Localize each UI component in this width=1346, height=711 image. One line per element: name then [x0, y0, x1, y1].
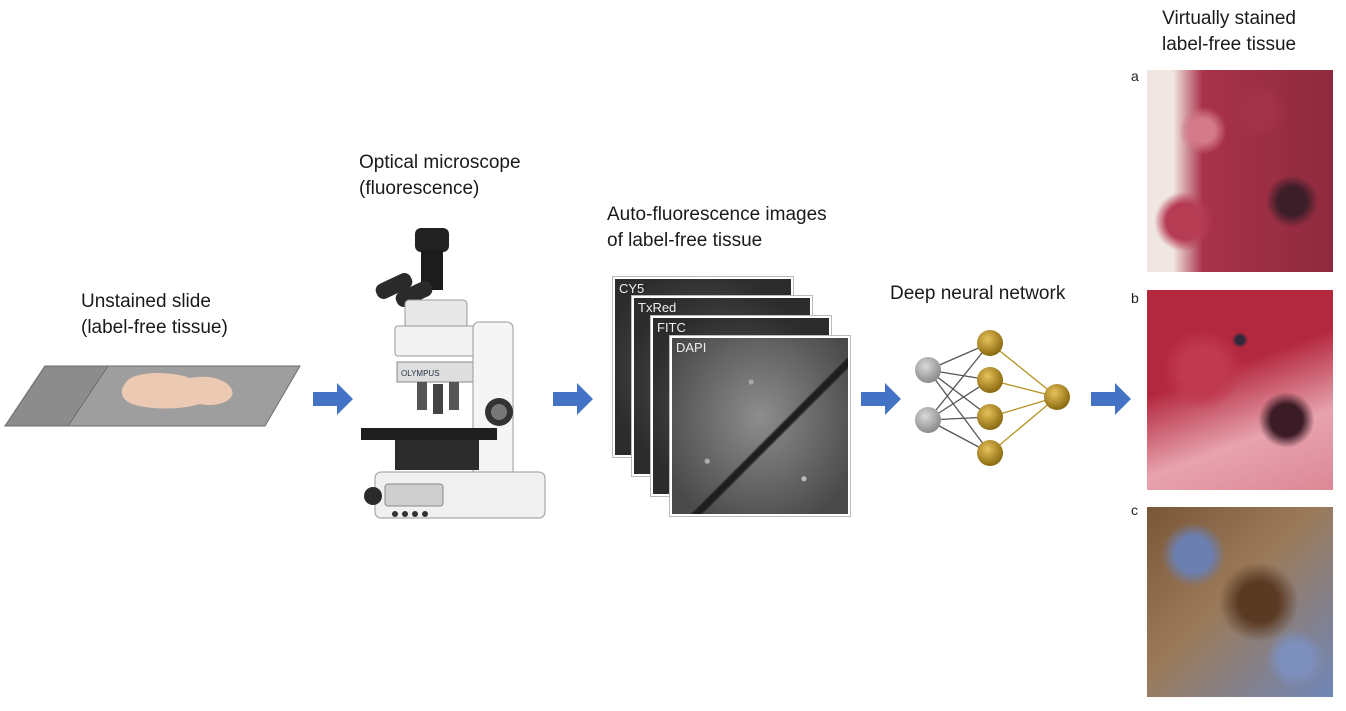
- hidden-node: [977, 367, 1003, 393]
- microscope-subtitle: (fluorescence): [359, 178, 480, 199]
- input-node: [915, 407, 941, 433]
- arrow-icon: [553, 383, 593, 415]
- channel-label: FITC: [657, 320, 686, 335]
- microscope-title: Optical microscope: [359, 152, 521, 173]
- microscope-label: Optical microscope (fluorescence): [359, 150, 521, 202]
- arrow-icon: [1091, 383, 1131, 415]
- glass-slide-illustration: [4, 365, 301, 427]
- hidden-node: [977, 440, 1003, 466]
- microscope-illustration: OLYMPUS: [361, 228, 546, 519]
- input-node: [915, 357, 941, 383]
- autofluorescence-title: Auto-fluorescence images: [607, 204, 827, 225]
- channel-image-dapi: DAPI: [670, 336, 850, 516]
- virtual-stain-title: Virtually stained: [1162, 8, 1296, 29]
- panel-letter-b: b: [1131, 290, 1139, 306]
- unstained-slide-subtitle: (label-free tissue): [81, 317, 228, 338]
- output-node: [1044, 384, 1070, 410]
- channel-label: DAPI: [676, 340, 707, 355]
- unstained-slide-title: Unstained slide: [81, 291, 211, 312]
- channel-label: TxRed: [638, 300, 677, 315]
- unstained-slide-label: Unstained slide (label-free tissue): [81, 289, 228, 341]
- autofluorescence-label: Auto-fluorescence images of label-free t…: [607, 202, 827, 254]
- neural-network-diagram: [915, 330, 1070, 466]
- autofluorescence-subtitle: of label-free tissue: [607, 230, 763, 251]
- virtual-stain-subtitle: label-free tissue: [1162, 34, 1297, 55]
- arrow-icon: [861, 383, 901, 415]
- panel-letter-c: c: [1131, 502, 1138, 518]
- tissue-sample: [121, 373, 233, 409]
- panel-letter-a: a: [1131, 68, 1139, 84]
- svg-text:OLYMPUS: OLYMPUS: [401, 369, 440, 378]
- virtual-stain-label: Virtually stained label-free tissue: [1162, 6, 1296, 58]
- stained-image-c: [1147, 507, 1333, 697]
- stained-image-a: [1147, 70, 1333, 272]
- channel-label: CY5: [619, 281, 645, 296]
- hidden-node: [977, 330, 1003, 356]
- arrow-icon: [313, 383, 353, 415]
- neural-network-label: Deep neural network: [890, 283, 1066, 304]
- hidden-node: [977, 404, 1003, 430]
- stained-image-b: [1147, 290, 1333, 490]
